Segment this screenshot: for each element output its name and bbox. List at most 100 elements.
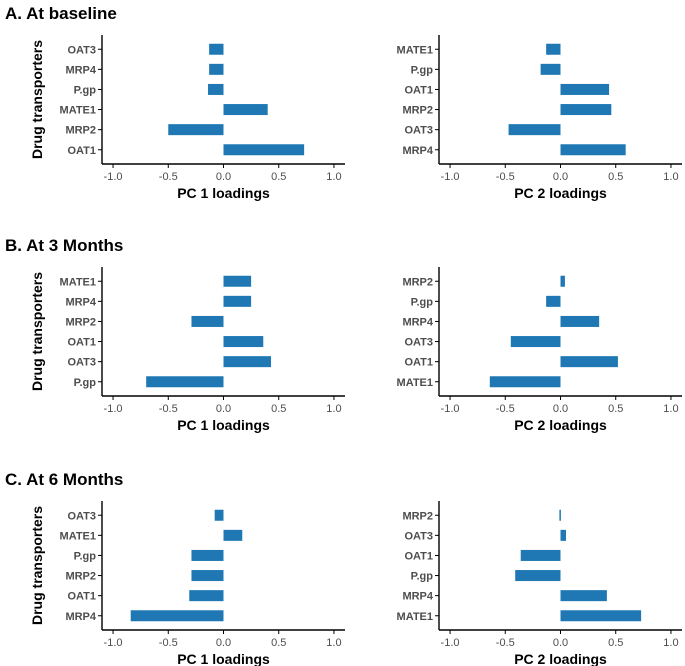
category-label: MATE1 — [60, 530, 96, 542]
bar-oat3 — [209, 43, 224, 55]
bar-mrp2 — [191, 570, 224, 582]
category-label: MRP4 — [65, 296, 96, 308]
x-tick-label: 1.0 — [326, 637, 341, 649]
x-tick-label: 0.5 — [608, 403, 623, 415]
bar-oat1 — [223, 336, 264, 348]
x-tick-label: 1.0 — [663, 403, 678, 415]
category-label: OAT3 — [67, 44, 96, 56]
category-label: MRP2 — [65, 571, 96, 583]
x-tick-label: 1.0 — [326, 403, 341, 415]
x-axis-title: PC 2 loadings — [514, 651, 607, 666]
category-label: MRP2 — [402, 276, 433, 288]
bar-oat1 — [520, 549, 561, 561]
y-axis-title: Drug transporters — [29, 506, 45, 625]
category-label: OAT1 — [67, 591, 96, 603]
category-label: OAT3 — [67, 357, 96, 369]
category-label: MRP4 — [65, 64, 96, 76]
category-label: MRP2 — [65, 125, 96, 137]
category-label: MATE1 — [60, 105, 96, 117]
bar-oat1 — [189, 590, 224, 602]
category-label: MATE1 — [397, 44, 433, 56]
bar-mrp4 — [209, 63, 224, 75]
panel-title: A. At baseline — [5, 4, 117, 23]
bar-mate1 — [223, 275, 252, 287]
x-tick-label: 0.5 — [271, 171, 286, 183]
bar-oat3 — [560, 529, 567, 541]
x-tick-label: -1.0 — [104, 637, 123, 649]
category-label: OAT3 — [404, 337, 433, 349]
x-tick-label: -1.0 — [104, 403, 123, 415]
bar-mate1 — [223, 529, 243, 541]
category-label: OAT1 — [67, 337, 96, 349]
x-axis-title: PC 2 loadings — [514, 185, 607, 201]
bar-mate1 — [546, 43, 561, 55]
category-label: MRP4 — [65, 611, 96, 623]
x-axis-title: PC 1 loadings — [177, 185, 270, 201]
x-tick-label: -0.5 — [159, 403, 178, 415]
category-label: OAT1 — [67, 145, 96, 157]
bar-oat3 — [214, 509, 224, 521]
category-label: OAT1 — [404, 550, 433, 562]
bar-panel-r1-c1: MRP2 P.gp MRP4 OAT3 OAT1 MATE1 -1.0 -0.5 0.0 0.5 1… — [397, 267, 682, 433]
bar-mrp2 — [191, 315, 224, 327]
x-tick-label: -0.5 — [496, 403, 515, 415]
category-label: MRP2 — [402, 510, 433, 522]
category-label: MRP4 — [402, 316, 433, 328]
y-axis-title: Drug transporters — [29, 272, 45, 391]
bar-pgp — [208, 83, 224, 95]
bar-pgp — [546, 295, 561, 307]
x-tick-label: 0.0 — [553, 171, 568, 183]
x-tick-label: 1.0 — [663, 637, 678, 649]
category-label: P.gp — [74, 377, 97, 389]
x-tick-label: 0.0 — [216, 171, 231, 183]
bar-oat1 — [560, 356, 618, 368]
x-tick-label: -1.0 — [441, 637, 460, 649]
bar-pgp — [191, 549, 224, 561]
x-tick-label: -0.5 — [159, 171, 178, 183]
bar-pgp — [146, 376, 224, 388]
x-tick-label: 0.5 — [271, 637, 286, 649]
panel-title: B. At 3 Months — [5, 236, 123, 255]
x-tick-label: 1.0 — [326, 171, 341, 183]
category-label: OAT1 — [404, 357, 433, 369]
bar-mrp4 — [130, 610, 224, 622]
x-tick-label: 0.5 — [608, 637, 623, 649]
bar-oat3 — [223, 356, 271, 368]
x-tick-label: -0.5 — [496, 171, 515, 183]
category-label: P.gp — [411, 571, 434, 583]
bar-pgp — [540, 63, 561, 75]
x-tick-label: -1.0 — [104, 171, 123, 183]
category-label: OAT3 — [67, 510, 96, 522]
category-label: P.gp — [74, 550, 97, 562]
bar-oat1 — [560, 83, 610, 95]
category-label: OAT1 — [404, 84, 433, 96]
bar-mrp4 — [223, 295, 252, 307]
category-label: P.gp — [411, 296, 434, 308]
bar-mrp2 — [560, 104, 612, 116]
category-label: MRP4 — [402, 145, 433, 157]
x-tick-label: 0.5 — [271, 403, 286, 415]
bar-mrp2 — [168, 124, 224, 136]
category-label: MATE1 — [397, 377, 433, 389]
y-axis-title: Drug transporters — [29, 40, 45, 159]
x-tick-label: 1.0 — [663, 171, 678, 183]
bar-panel-r2-c1: MRP2 OAT3 OAT1 P.gp MRP4 MATE1 -1.0 -0.5 0.0 0.5 1… — [397, 501, 682, 666]
x-tick-label: -1.0 — [441, 403, 460, 415]
bar-mrp2 — [559, 509, 561, 521]
bar-panel-r2-c0: OAT3 MATE1 P.gp MRP2 OAT1 MRP4 -1.0 -0.5 0.0 0.5 1… — [60, 501, 345, 666]
bar-panel-r0-c1: MATE1 P.gp OAT1 MRP2 OAT3 MRP4 -1.0 -0.5 0.0 0.5 1… — [397, 35, 682, 201]
bar-mate1 — [489, 376, 561, 388]
x-tick-label: -1.0 — [441, 171, 460, 183]
bar-mrp4 — [560, 144, 626, 156]
x-tick-label: 0.0 — [553, 637, 568, 649]
x-tick-label: -0.5 — [496, 637, 515, 649]
bar-mate1 — [223, 104, 268, 116]
category-label: MRP4 — [402, 591, 433, 603]
x-axis-title: PC 1 loadings — [177, 417, 270, 433]
x-axis-title: PC 1 loadings — [177, 651, 270, 666]
category-label: MATE1 — [397, 611, 433, 623]
bar-panel-r0-c0: OAT3 MRP4 P.gp MATE1 MRP2 OAT1 -1.0 -0.5 0.0 0.5 1… — [60, 35, 345, 201]
bar-oat3 — [508, 124, 561, 136]
category-label: OAT3 — [404, 530, 433, 542]
